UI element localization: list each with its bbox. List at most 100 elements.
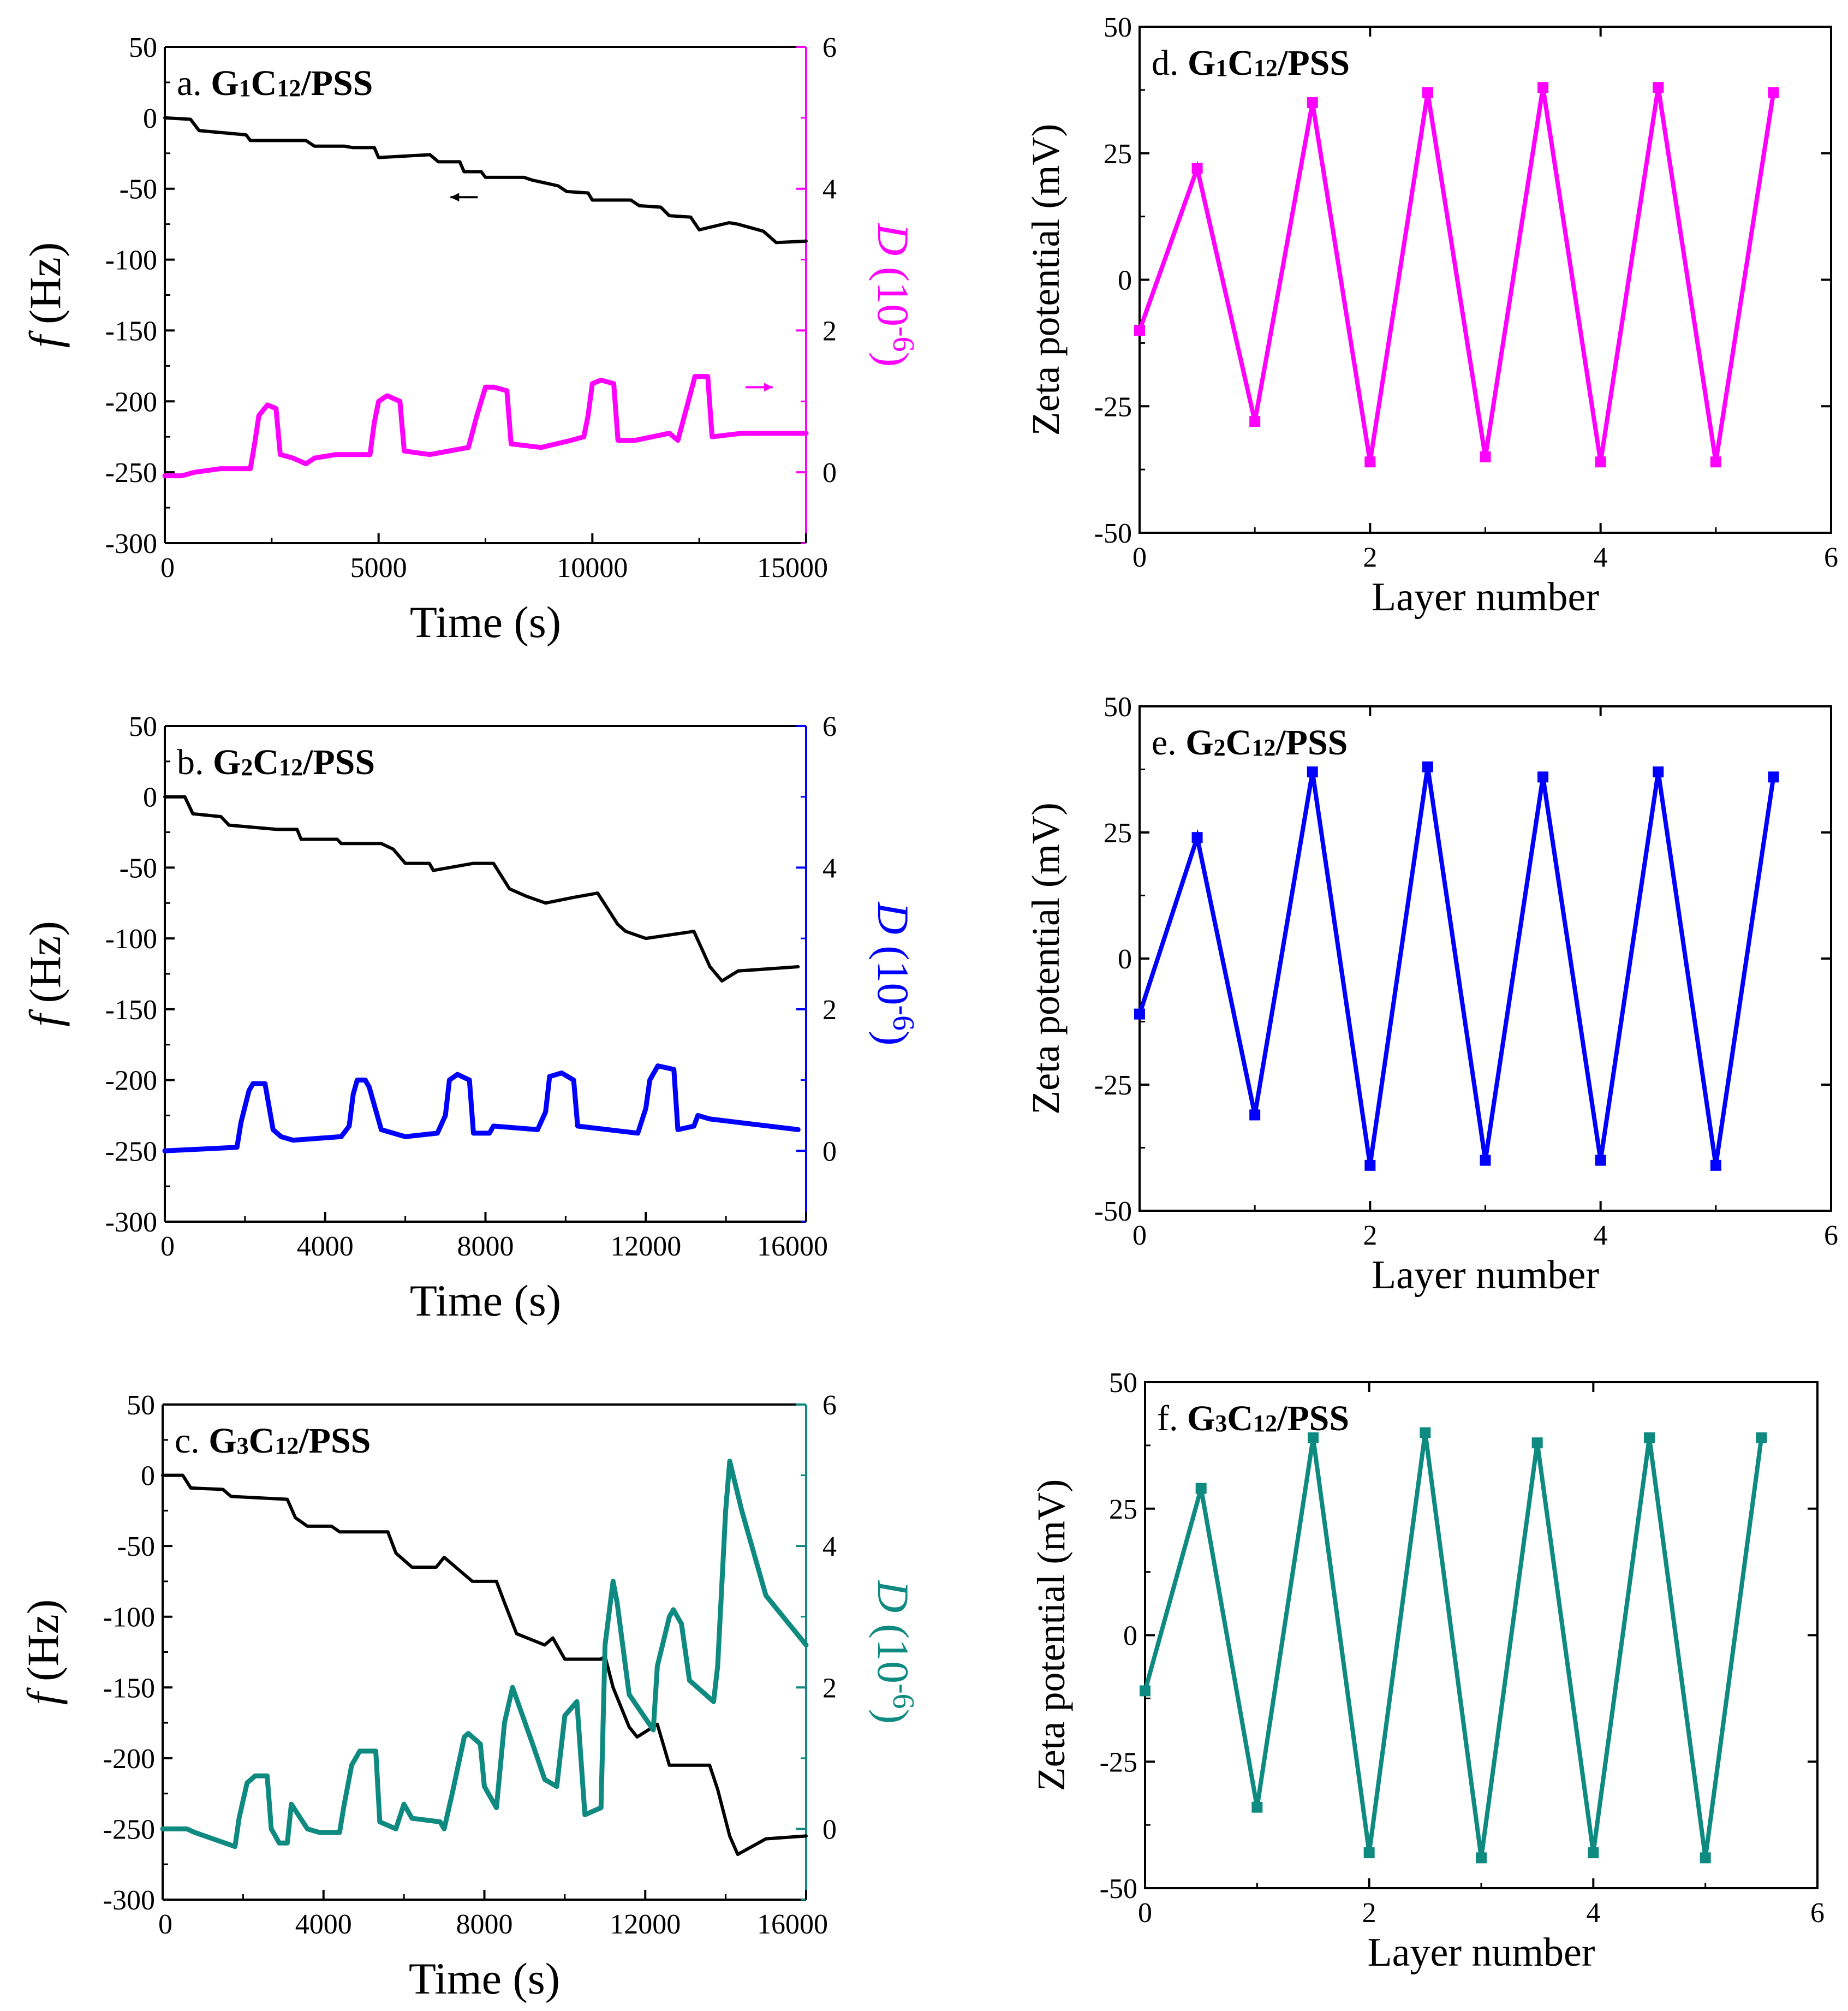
- x-axis-title: Layer number: [1372, 1253, 1599, 1298]
- y-tick-label: 0: [1123, 1621, 1137, 1652]
- x-axis-title: Time (s): [409, 1954, 560, 2003]
- x-tick-label: 6: [1810, 1897, 1825, 1929]
- y-tick-label: -50: [1094, 518, 1132, 549]
- data-point: [1364, 1159, 1376, 1171]
- data-point: [1480, 451, 1491, 462]
- y-axis-title-d: D (10-6): [868, 902, 920, 1046]
- x-tick-label: 12000: [610, 1231, 681, 1262]
- data-point: [1251, 1801, 1263, 1813]
- x-tick-label: 4000: [295, 1909, 352, 1940]
- series-dissipation: [162, 1063, 801, 1153]
- panel-a: 50 0 -50 -100 -150 -200 -250 -300 6 4 2 0 0 5000 10000…: [20, 32, 920, 647]
- y-tick-label-d: 4: [822, 1531, 837, 1562]
- x-axis-title: Time (s): [410, 597, 561, 647]
- y-tick-label-d: 2: [822, 316, 837, 347]
- data-point: [1653, 766, 1664, 778]
- panel-title: f. G3C12/PSS: [1157, 1399, 1349, 1438]
- y-tick-label-f: -250: [105, 457, 157, 489]
- y-tick-label-f: 50: [129, 711, 157, 742]
- data-point: [1191, 163, 1203, 174]
- plot-frame: [1144, 1381, 1819, 1889]
- x-tick-label: 5000: [350, 552, 407, 584]
- x-tick-label: 0: [160, 1231, 175, 1262]
- y-tick-label: 0: [1118, 944, 1132, 975]
- y-tick-label-f: -150: [105, 316, 157, 347]
- panel-title: b. G2C12/PSS: [177, 742, 375, 782]
- y-tick-label: 25: [1104, 818, 1132, 849]
- y-tick-label-f: -100: [105, 245, 157, 276]
- series-zeta: [1143, 1432, 1764, 1858]
- series-zeta: [1137, 766, 1776, 1166]
- y-tick-label: 25: [1109, 1494, 1137, 1525]
- panel-title: e. G2C12/PSS: [1152, 723, 1348, 763]
- y-tick-label-d: 0: [822, 457, 837, 489]
- y-tick-label-f: -250: [103, 1814, 155, 1845]
- x-tick-label: 16000: [757, 1909, 828, 1940]
- plot-frame: [1138, 705, 1832, 1212]
- data-point: [1134, 325, 1145, 336]
- x-tick-label: 12000: [610, 1909, 681, 1940]
- y-tick-label-f: -200: [105, 386, 157, 418]
- data-point: [1476, 1852, 1487, 1864]
- series-frequency: [161, 1473, 808, 1857]
- y-axis-title-d: D (10-6): [868, 223, 920, 367]
- y-tick-label-f: -200: [103, 1744, 155, 1775]
- y-tick-label: -25: [1094, 391, 1132, 423]
- data-point: [1422, 87, 1433, 98]
- y-tick-label-d: 0: [822, 1136, 837, 1167]
- y-tick-label-f: 50: [129, 32, 157, 63]
- y-tick-label-d: 0: [822, 1814, 837, 1845]
- data-point: [1595, 1155, 1606, 1166]
- data-point: [1195, 1483, 1207, 1494]
- x-tick-label: 0: [158, 1909, 172, 1940]
- panel-b: 50 0 -50 -100 -150 -200 -250 -300 6 4 2 0 0 4000 8000 1…: [20, 711, 920, 1325]
- data-point: [1768, 771, 1779, 783]
- y-tick-label-f: -150: [103, 1673, 155, 1704]
- y-tick-label-f: -200: [105, 1066, 157, 1097]
- x-axis-title: Time (s): [410, 1276, 561, 1325]
- x-tick-label: 6: [1824, 542, 1838, 573]
- data-point: [1249, 1109, 1261, 1121]
- y-axis-title-f: f (Hz): [20, 242, 70, 348]
- arrow-dissipation: [745, 383, 773, 392]
- data-point: [1537, 82, 1549, 93]
- series-zeta: [1137, 87, 1776, 462]
- panel-title: a. G1C12/PSS: [177, 63, 373, 103]
- data-point: [1308, 1432, 1319, 1443]
- y-tick-label-f: -300: [105, 1207, 157, 1238]
- y-tick-label-f: -300: [103, 1885, 155, 1916]
- data-point: [1480, 1155, 1491, 1166]
- data-point: [1531, 1437, 1543, 1449]
- data-point: [1756, 1432, 1767, 1443]
- x-tick-label: 4: [1594, 1220, 1608, 1251]
- x-tick-label: 0: [1132, 542, 1147, 573]
- y-tick-label: 0: [1118, 265, 1132, 296]
- y-tick-label: 50: [1104, 692, 1132, 723]
- x-tick-label: 4: [1594, 542, 1608, 573]
- arrow-head: [450, 193, 460, 202]
- data-point: [1134, 1008, 1145, 1020]
- x-tick-label: 10000: [557, 552, 628, 584]
- arrow-frequency: [450, 193, 478, 202]
- y-tick-label-f: -50: [120, 174, 157, 205]
- x-tick-label: 0: [1132, 1220, 1147, 1251]
- y-tick-label-f: 50: [127, 1390, 155, 1421]
- data-point: [1249, 416, 1261, 427]
- x-tick-label: 4000: [297, 1231, 354, 1262]
- series-dissipation: [160, 1459, 809, 1849]
- data-point: [1644, 1432, 1655, 1443]
- x-tick-label: 0: [160, 552, 175, 584]
- data-point: [1363, 1847, 1375, 1859]
- data-point: [1422, 761, 1433, 772]
- y-tick-label-d: 6: [822, 711, 837, 742]
- data-point: [1537, 771, 1549, 783]
- panel-title: c. G3C12/PSS: [175, 1421, 371, 1461]
- x-axis-title: Layer number: [1367, 1930, 1595, 1975]
- x-tick-label: 2: [1362, 1897, 1376, 1929]
- y-axis-title: Zeta potential (mV): [1024, 124, 1068, 436]
- x-tick-label: 16000: [757, 1231, 828, 1262]
- y-tick-label-d: 4: [822, 853, 837, 884]
